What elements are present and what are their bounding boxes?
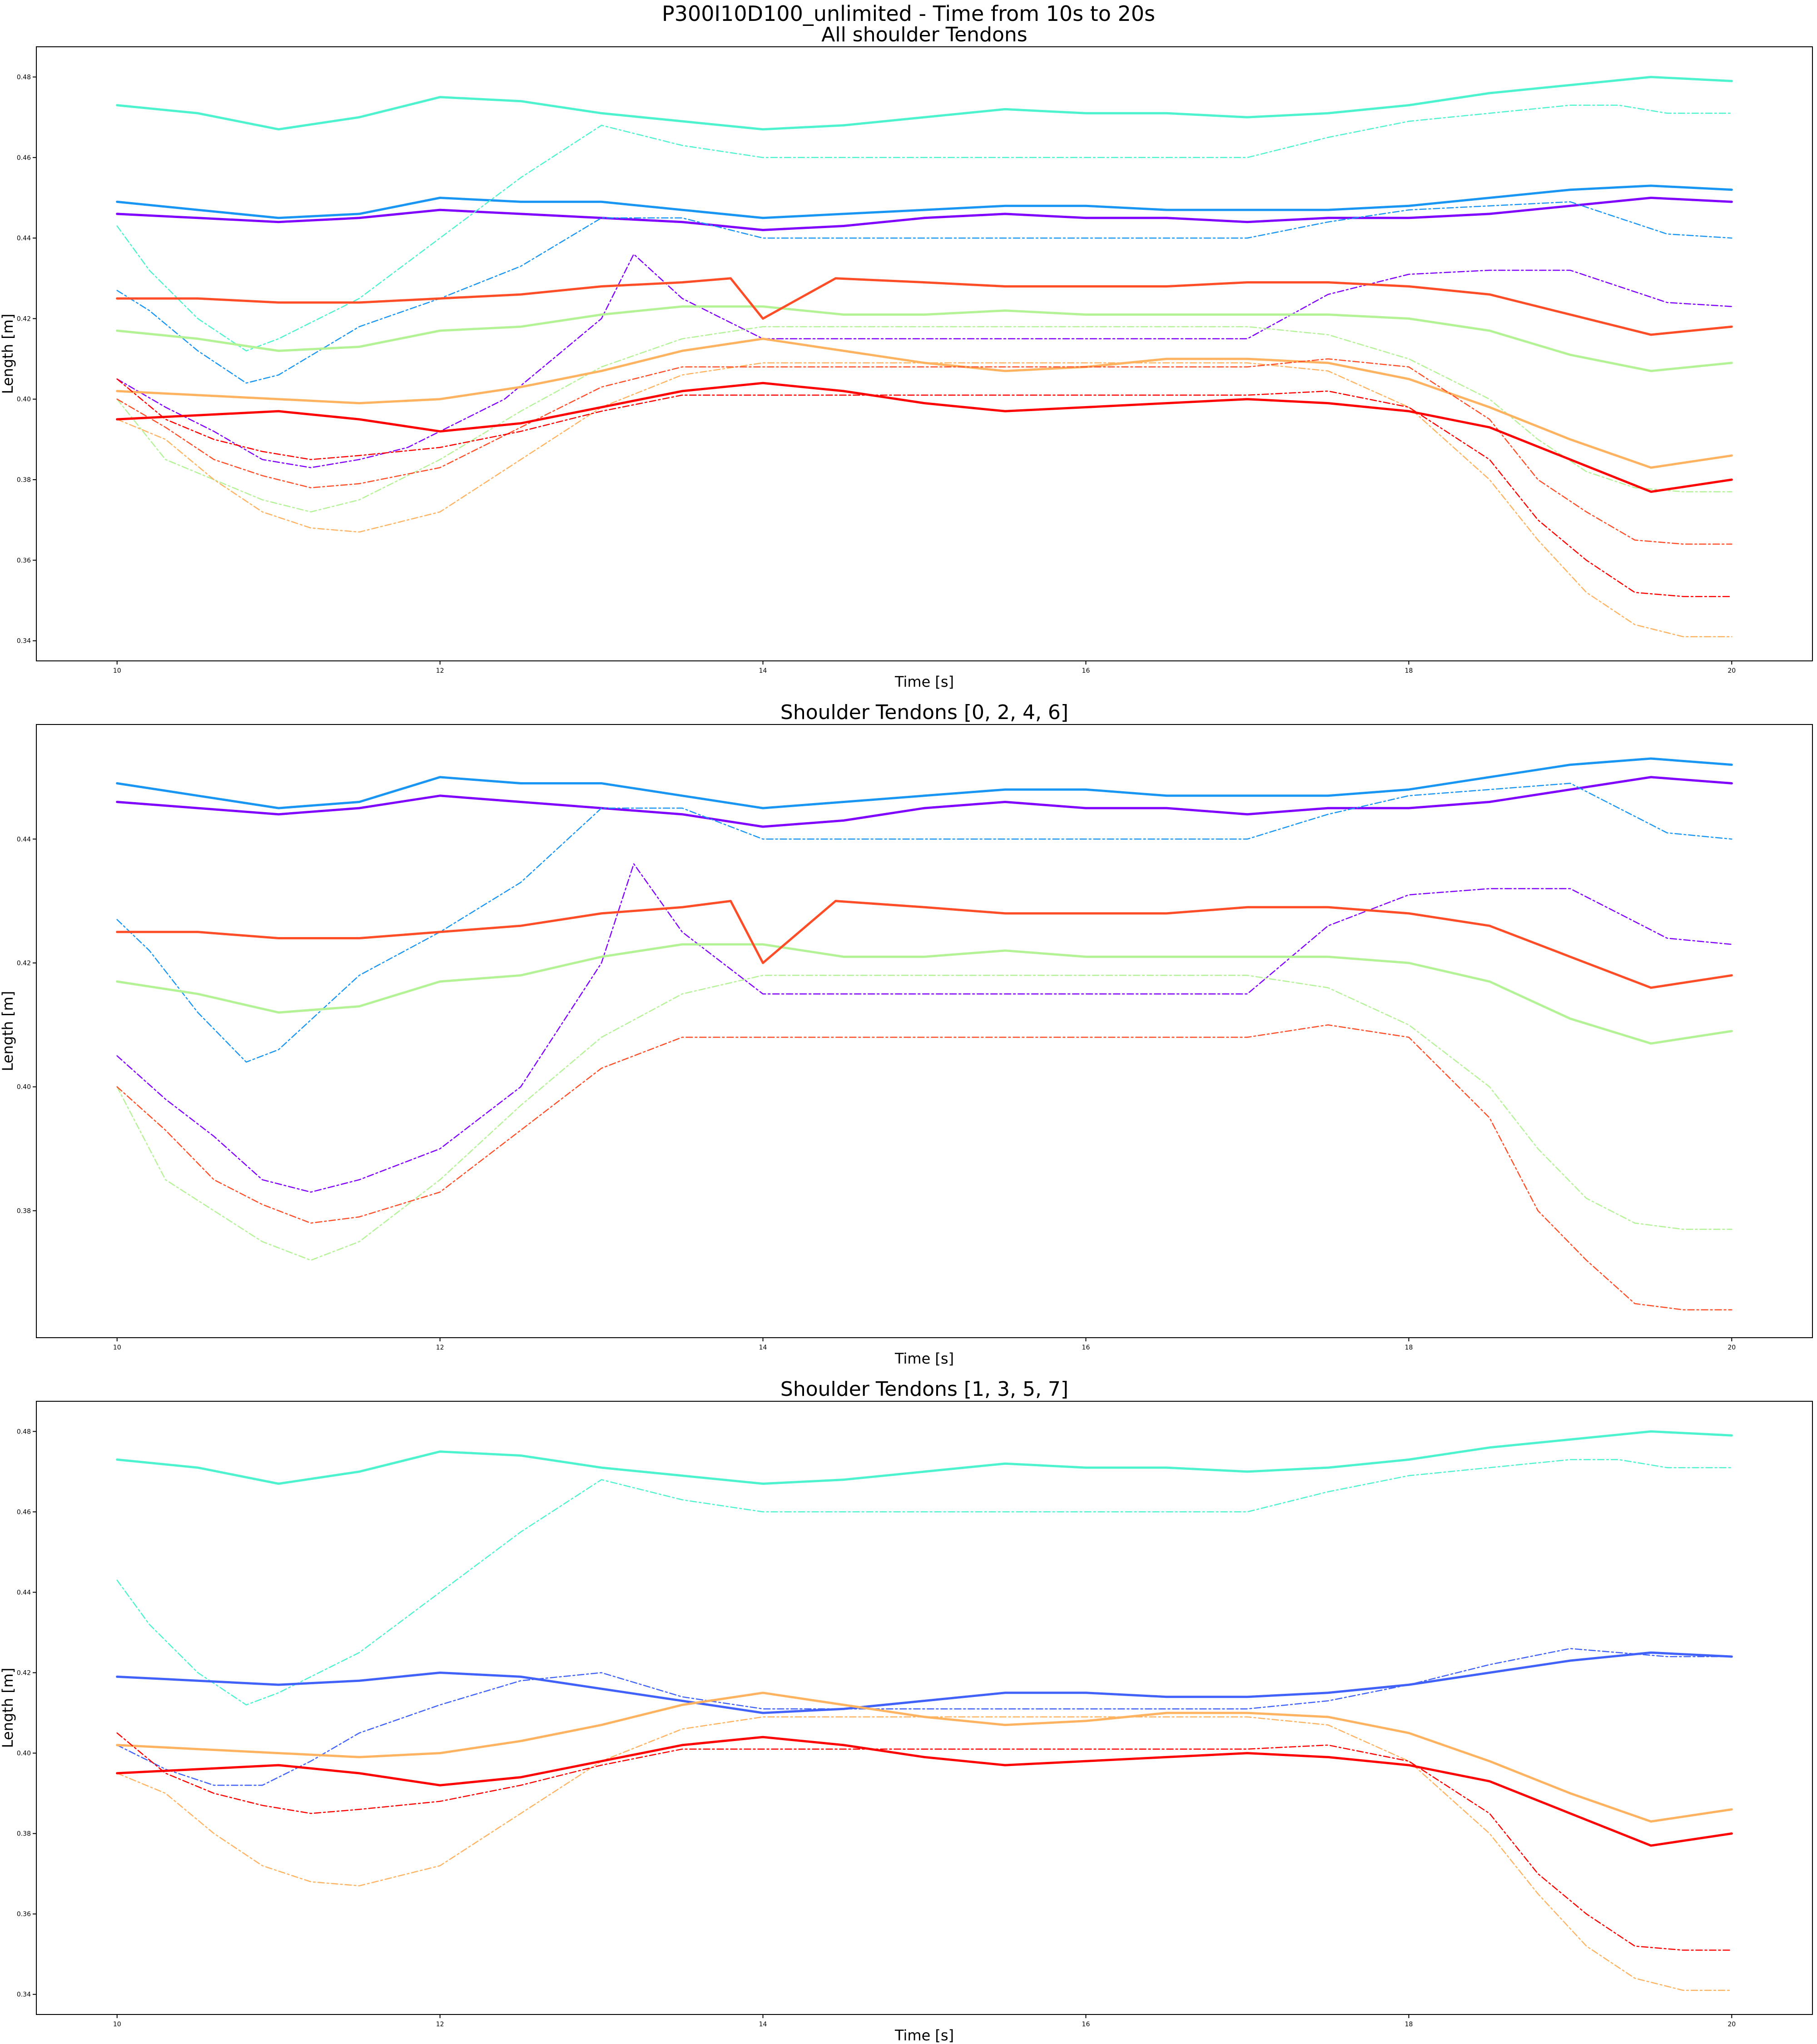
panel-title: Shoulder Tendons [0, 2, 4, 6] — [780, 701, 1068, 724]
y-tick-label: 0.36 — [17, 557, 31, 564]
y-tick-label: 0.42 — [17, 960, 31, 967]
x-tick-label: 10 — [113, 1344, 121, 1351]
series-line — [116, 975, 1733, 1261]
series-line — [116, 201, 1733, 384]
figure-title: P300I10D100_unlimited - Time from 10s to… — [662, 1, 1155, 26]
y-tick-label: 0.34 — [17, 1991, 31, 1999]
chart-panel-1: 10 12 14 16 18 20 0.34 0.36 0.38 0.40 0.42 0.44 0.46… — [0, 23, 1813, 690]
x-tick-label: 20 — [1728, 2021, 1736, 2028]
y-axis-label: Length [m] — [0, 1668, 16, 1748]
x-tick-label: 20 — [1728, 667, 1736, 675]
y-tick-label: 0.48 — [17, 1428, 31, 1435]
x-tick-label: 12 — [436, 667, 444, 675]
x-tick-label: 14 — [759, 2021, 767, 2028]
y-axis-label: Length [m] — [0, 314, 16, 394]
series-line — [116, 783, 1733, 1063]
y-tick-label: 0.36 — [17, 1911, 31, 1918]
x-tick-label: 14 — [759, 1344, 767, 1351]
x-axis-label: Time [s] — [894, 1350, 954, 1367]
y-tick-label: 0.40 — [17, 396, 31, 403]
plot-frame — [36, 46, 1813, 661]
y-tick-label: 0.44 — [17, 836, 31, 843]
chart-panel-3: 10 12 14 16 18 20 0.34 0.36 0.38 0.40 0.42 0.44 0.46… — [0, 1378, 1813, 2044]
series-line — [116, 277, 1733, 336]
series-line — [116, 253, 1733, 468]
x-tick-label: 14 — [759, 667, 767, 675]
y-axis-label: Length [m] — [0, 991, 16, 1072]
x-tick-label: 12 — [436, 1344, 444, 1351]
series-line — [116, 1459, 1733, 1706]
y-tick-label: 0.44 — [17, 235, 31, 242]
series-line — [116, 358, 1733, 545]
series-line — [116, 1430, 1733, 1485]
x-tick-label: 18 — [1405, 667, 1413, 675]
y-tick-label: 0.34 — [17, 638, 31, 645]
y-tick-label: 0.38 — [17, 1207, 31, 1215]
x-tick-label: 12 — [436, 2021, 444, 2028]
series-line — [116, 184, 1733, 219]
series-line — [116, 1732, 1733, 1951]
series-line — [116, 378, 1733, 597]
y-tick-label: 0.46 — [17, 1508, 31, 1516]
series-line — [116, 1736, 1733, 1847]
x-tick-label: 10 — [113, 667, 121, 675]
panel-title: Shoulder Tendons [1, 3, 5, 7] — [780, 1378, 1068, 1401]
x-axis-label: Time [s] — [894, 673, 954, 690]
chart-panel-2: 10 12 14 16 18 20 0.38 0.40 0.42 0.44 Shoulder Ten… — [0, 701, 1813, 1367]
y-tick-label: 0.40 — [17, 1750, 31, 1757]
x-tick-label: 18 — [1405, 1344, 1413, 1351]
y-tick-label: 0.38 — [17, 476, 31, 484]
panel-title: All shoulder Tendons — [821, 23, 1027, 46]
series-line — [116, 1651, 1733, 1714]
series-line — [116, 197, 1733, 231]
y-tick-label: 0.44 — [17, 1589, 31, 1596]
y-tick-label: 0.40 — [17, 1084, 31, 1091]
x-tick-label: 18 — [1405, 2021, 1413, 2028]
series-line — [116, 1024, 1733, 1310]
x-tick-label: 10 — [113, 2021, 121, 2028]
y-tick-label: 0.42 — [17, 315, 31, 322]
plot-frame — [36, 724, 1813, 1338]
series-line — [116, 382, 1733, 493]
series-line — [116, 943, 1733, 1045]
y-tick-label: 0.42 — [17, 1670, 31, 1677]
plot-frame — [36, 1401, 1813, 2015]
series-line — [116, 863, 1733, 1193]
x-tick-label: 16 — [1082, 2021, 1090, 2028]
y-tick-label: 0.48 — [17, 74, 31, 81]
x-tick-label: 16 — [1082, 667, 1090, 675]
y-tick-label: 0.46 — [17, 154, 31, 162]
series-line — [116, 757, 1733, 809]
series-line — [116, 305, 1733, 372]
y-tick-label: 0.38 — [17, 1831, 31, 1838]
x-tick-label: 16 — [1082, 1344, 1090, 1351]
x-axis-label: Time [s] — [894, 2027, 954, 2044]
series-line — [116, 776, 1733, 828]
series-line — [116, 900, 1733, 989]
x-tick-label: 20 — [1728, 1344, 1736, 1351]
series-line — [116, 76, 1733, 131]
